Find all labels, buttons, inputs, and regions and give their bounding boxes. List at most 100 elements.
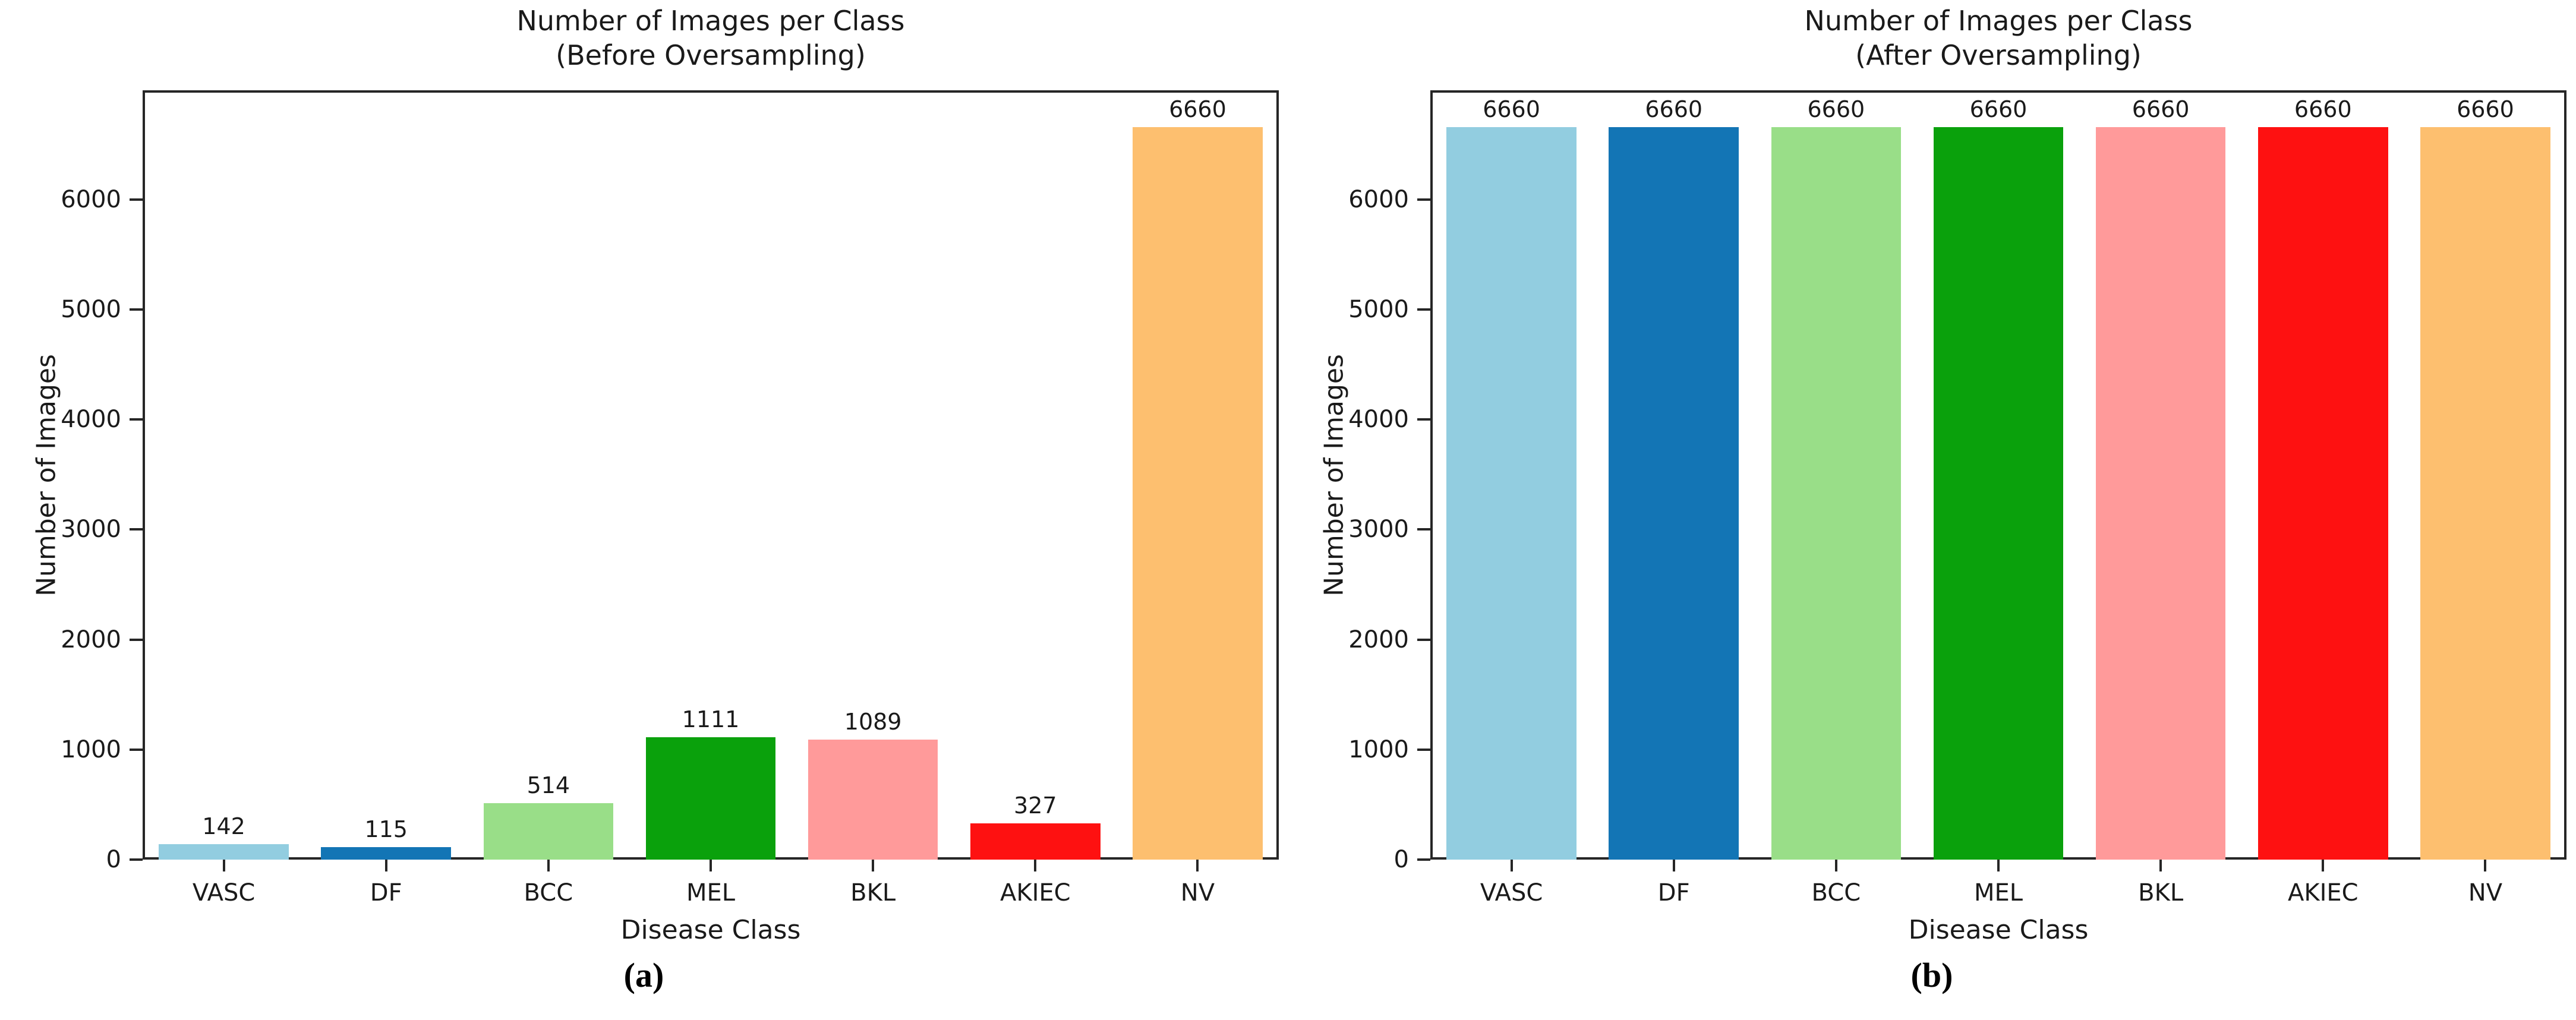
bar-vasc <box>1446 127 1577 860</box>
bar-akiec <box>2258 127 2388 860</box>
y-tick-mark <box>1417 638 1430 641</box>
x-tick-mark <box>384 860 387 871</box>
chart-title: Number of Images per Class (After Oversa… <box>1430 4 2566 72</box>
x-tick-label: MEL <box>1973 879 2023 907</box>
x-tick-label: DF <box>1657 879 1690 907</box>
chart-title-line1: Number of Images per Class <box>1804 5 2193 37</box>
y-tick-label: 0 <box>1393 846 1409 873</box>
y-tick-label: 2000 <box>61 626 121 653</box>
y-tick-label: 0 <box>106 846 121 873</box>
x-tick-label: VASC <box>1480 879 1543 907</box>
bar-vasc <box>159 844 289 860</box>
y-tick-mark <box>130 528 143 531</box>
bar-value-label: 6660 <box>2294 96 2352 122</box>
chart-title: Number of Images per Class (Before Overs… <box>143 4 1279 72</box>
y-tick-label: 2000 <box>1348 626 1409 653</box>
y-tick-label: 6000 <box>61 185 121 213</box>
x-tick-mark <box>1196 860 1199 871</box>
y-tick-mark <box>1417 748 1430 751</box>
x-tick-mark <box>1997 860 2000 871</box>
y-tick-mark <box>130 418 143 421</box>
bar-bcc <box>1771 127 1902 860</box>
y-tick-mark <box>130 748 143 751</box>
x-axis-label: Disease Class <box>620 915 801 945</box>
bar-value-label: 514 <box>526 772 570 798</box>
x-tick-mark <box>872 860 875 871</box>
y-tick-label: 4000 <box>61 406 121 434</box>
y-tick-mark <box>130 308 143 311</box>
axes-frame <box>143 90 1279 860</box>
bar-value-label: 327 <box>1014 792 1057 819</box>
x-tick-mark <box>2484 860 2487 871</box>
bar-value-label: 6660 <box>2457 96 2514 122</box>
y-tick-mark <box>130 638 143 641</box>
y-tick-label: 4000 <box>1348 406 1409 434</box>
x-tick-label: VASC <box>192 879 256 907</box>
bar-akiec <box>970 823 1101 860</box>
x-tick-label: AKIEC <box>999 879 1071 907</box>
y-tick-mark <box>130 198 143 201</box>
y-tick-label: 1000 <box>1348 735 1409 763</box>
bar-mel <box>1933 127 2064 860</box>
bar-value-label: 6660 <box>1169 96 1226 122</box>
chart-title-line2: (After Oversampling) <box>1855 39 2142 71</box>
bar-df <box>1609 127 1739 860</box>
x-tick-mark <box>2322 860 2325 871</box>
bar-nv <box>1133 127 1263 860</box>
bar-value-label: 142 <box>202 813 245 839</box>
bar-bkl <box>808 740 938 860</box>
y-tick-label: 1000 <box>61 735 121 763</box>
y-tick-mark <box>130 858 143 861</box>
x-tick-mark <box>1834 860 1837 871</box>
bar-value-label: 6660 <box>1645 96 1703 122</box>
bar-value-label: 6660 <box>1483 96 1540 122</box>
y-tick-label: 5000 <box>61 296 121 324</box>
bar-value-label: 1089 <box>844 709 902 735</box>
x-tick-label: BCC <box>524 879 573 907</box>
y-tick-mark <box>1417 418 1430 421</box>
x-tick-label: NV <box>2468 879 2503 907</box>
chart-title-line2: (Before Oversampling) <box>556 39 866 71</box>
x-tick-mark <box>547 860 550 871</box>
bar-df <box>321 847 451 860</box>
y-tick-mark <box>1417 528 1430 531</box>
bar-value-label: 1111 <box>682 706 740 733</box>
y-tick-label: 5000 <box>1348 296 1409 324</box>
y-tick-label: 6000 <box>1348 185 1409 213</box>
bar-value-label: 115 <box>364 816 408 842</box>
x-tick-label: BCC <box>1811 879 1861 907</box>
bar-bkl <box>2095 127 2226 860</box>
x-tick-label: BKL <box>850 879 896 907</box>
chart-title-line1: Number of Images per Class <box>516 5 905 37</box>
x-tick-mark <box>1510 860 1513 871</box>
plot-area: 0 1000 2000 3000 4000 5000 6000 6660 VASC 6660 DF 6… <box>1288 0 2576 1020</box>
x-tick-mark <box>1034 860 1037 871</box>
bar-value-label: 6660 <box>2132 96 2190 122</box>
bar-value-label: 6660 <box>1807 96 1865 122</box>
plot-area: 0 1000 2000 3000 4000 5000 6000 142 VASC 115 DF 514… <box>61 90 1279 907</box>
x-axis-label: Disease Class <box>1908 915 2089 945</box>
bar-bcc <box>483 803 614 860</box>
y-tick-label: 3000 <box>61 516 121 544</box>
y-tick-mark <box>1417 308 1430 311</box>
x-tick-label: DF <box>370 879 402 907</box>
subfigure-caption-b: (b) <box>1910 956 1953 994</box>
x-tick-mark <box>222 860 225 871</box>
chart-after-oversampling: Number of Images per Class (After Oversa… <box>1288 0 2576 1020</box>
x-tick-label: NV <box>1180 879 1215 907</box>
x-tick-label: MEL <box>686 879 736 907</box>
x-tick-mark <box>710 860 712 871</box>
x-tick-label: AKIEC <box>2287 879 2359 907</box>
y-tick-mark <box>1417 858 1430 861</box>
y-tick-label: 3000 <box>1348 516 1409 544</box>
bar-value-label: 6660 <box>1969 96 2028 122</box>
subfigure-caption-a: (a) <box>623 956 664 994</box>
x-tick-mark <box>2159 860 2162 871</box>
bar-mel <box>645 737 776 860</box>
x-tick-mark <box>1672 860 1675 871</box>
bar-nv <box>2420 127 2550 860</box>
x-tick-label: BKL <box>2138 879 2184 907</box>
chart-before-oversampling: Number of Images per Class (Before Overs… <box>31 4 1279 994</box>
y-tick-mark <box>1417 198 1430 201</box>
